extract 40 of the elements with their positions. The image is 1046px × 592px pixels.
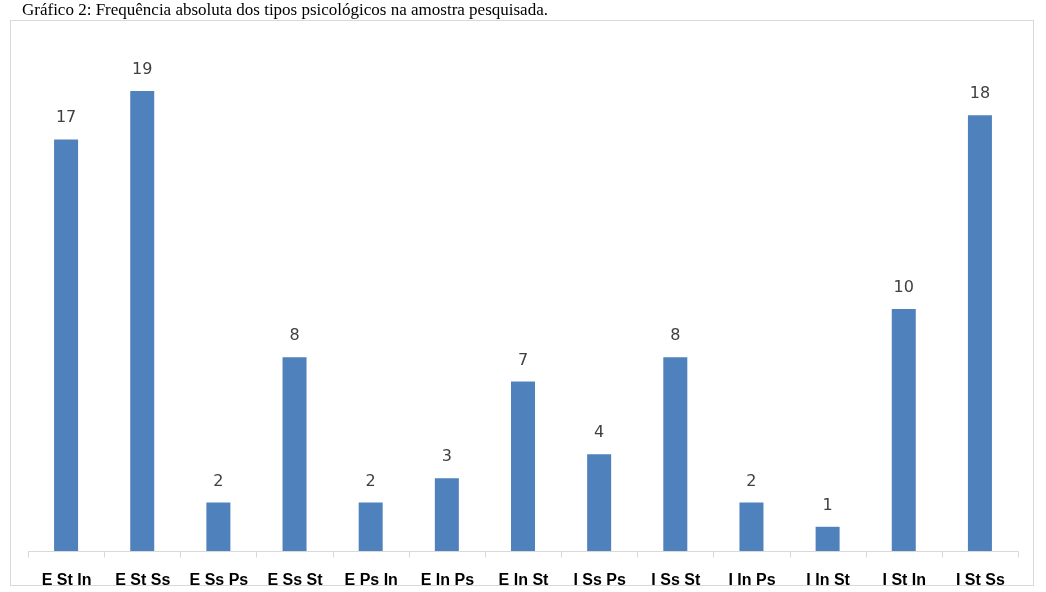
bar <box>434 478 459 551</box>
x-tick-label: E In Ps <box>420 570 475 588</box>
data-label: 2 <box>213 470 224 490</box>
x-tick-label: I St In <box>882 570 927 588</box>
bar <box>54 139 79 551</box>
x-tick-label: E Ss Ps <box>189 570 249 588</box>
data-label: 19 <box>132 59 153 78</box>
data-label: 8 <box>289 325 300 345</box>
x-tick-label: I In Ps <box>728 570 776 588</box>
x-tick-label: I Ss St <box>651 570 701 588</box>
chart-title: Gráfico 2: Frequência absoluta dos tipos psicológicos na amostra pesquisada. <box>22 0 549 20</box>
bar <box>663 357 688 551</box>
bar <box>206 502 231 551</box>
bar <box>967 115 992 551</box>
data-label: 7 <box>517 349 529 369</box>
bar <box>587 454 612 551</box>
x-tick-label: E Ss St <box>267 570 324 588</box>
data-label: 3 <box>441 446 452 466</box>
x-tick-label: E St In <box>41 570 92 588</box>
bar <box>739 502 764 551</box>
data-label: 4 <box>594 422 605 442</box>
x-tick-label: I In St <box>806 570 851 588</box>
bar <box>891 308 916 551</box>
x-tick-label: E St Ss <box>115 570 171 588</box>
data-label: 10 <box>893 276 914 296</box>
bar <box>511 381 535 551</box>
data-label: 17 <box>55 107 77 127</box>
bar <box>282 357 307 551</box>
bar <box>815 526 840 551</box>
data-label: 1 <box>822 494 833 514</box>
x-tick-label: E In St <box>498 570 550 588</box>
data-label: 18 <box>969 83 991 103</box>
bar <box>358 502 383 551</box>
x-tick-label: I Ss Ps <box>573 570 626 588</box>
x-tick-label: E Ps In <box>344 570 398 588</box>
data-label: 2 <box>746 470 757 490</box>
data-label: 8 <box>670 325 681 345</box>
bar <box>130 91 155 551</box>
x-tick-label: I St Ss <box>955 570 1005 588</box>
data-label: 2 <box>365 470 376 490</box>
